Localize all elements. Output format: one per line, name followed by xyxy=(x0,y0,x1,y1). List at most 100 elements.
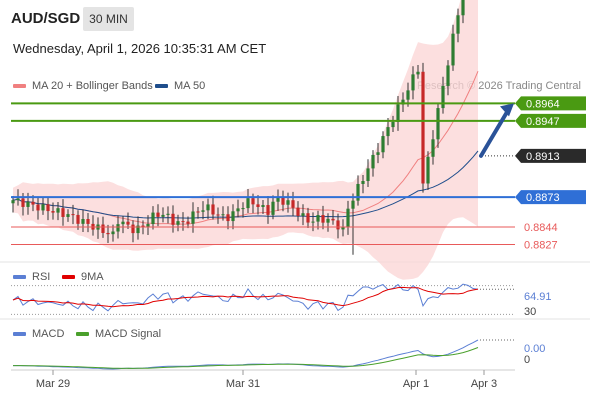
candle xyxy=(246,189,250,214)
candle xyxy=(391,115,395,133)
x-tick-label: Mar 31 xyxy=(226,378,260,390)
level-tag xyxy=(515,96,586,111)
datetime-label: Wednesday, April 1, 2026 10:35:31 AM CET xyxy=(13,41,267,56)
candle xyxy=(126,212,130,230)
x-tick-label: Apr 3 xyxy=(471,378,497,390)
macd-layer xyxy=(12,339,515,370)
x-axis: Mar 29 Mar 31 Apr 1 Apr 3 xyxy=(36,370,497,390)
candle xyxy=(326,213,330,232)
legend-label: RSI xyxy=(32,271,51,283)
candle xyxy=(261,200,265,215)
candle xyxy=(186,216,190,229)
forecast-arrow-shaft xyxy=(479,108,510,158)
level-tag xyxy=(515,113,586,128)
level-lines-layer: 0.8964 0.8947 0.8913 0.8873 0.8844 0.8827 xyxy=(11,96,586,251)
x-tick-label: Mar 29 xyxy=(36,378,70,390)
macd-line xyxy=(12,339,479,370)
candle xyxy=(131,220,135,243)
candle xyxy=(346,200,350,235)
bollinger-band xyxy=(13,0,478,280)
candle xyxy=(356,175,360,206)
candle xyxy=(176,214,180,232)
candle xyxy=(461,0,465,24)
candle xyxy=(321,205,325,230)
bollinger-band-layer xyxy=(13,0,478,280)
candle xyxy=(106,224,110,243)
candle xyxy=(376,142,380,164)
level-support: 0.8844 xyxy=(11,222,558,234)
legend-swatch xyxy=(155,84,168,89)
candle xyxy=(51,202,55,220)
candle xyxy=(421,62,425,193)
candle xyxy=(386,117,390,146)
macd-value-label: 0.00 xyxy=(524,343,545,355)
macd-tick-label: 0 xyxy=(524,354,530,366)
candle xyxy=(311,212,315,232)
candle xyxy=(36,196,40,220)
candle xyxy=(381,131,385,159)
candle xyxy=(201,201,205,220)
candle xyxy=(161,207,165,223)
rsi-tick-label: 30 xyxy=(524,306,536,318)
candle xyxy=(291,191,295,217)
candle xyxy=(61,199,65,226)
candle xyxy=(301,204,305,226)
legend-label: MACD xyxy=(32,328,65,340)
candle xyxy=(81,209,85,233)
legend-swatch xyxy=(62,275,75,280)
legend-ma50: MA 50 xyxy=(155,80,205,92)
legend-rsi: RSI xyxy=(13,271,50,283)
level-tag xyxy=(515,148,586,163)
candle xyxy=(371,150,375,177)
candle xyxy=(11,196,15,213)
candle xyxy=(446,60,450,96)
symbol-title: AUD/SGD xyxy=(11,10,81,27)
candle xyxy=(316,210,320,230)
candle xyxy=(266,196,270,224)
legend-rsi-ma: 9MA xyxy=(62,271,104,283)
candle xyxy=(191,202,195,233)
candle xyxy=(426,151,430,191)
candle xyxy=(271,195,275,220)
candle xyxy=(296,201,300,222)
moving-average-layer xyxy=(12,71,479,225)
level-label: 0.8873 xyxy=(526,192,560,204)
candle xyxy=(171,205,175,233)
legend-label: MA 50 xyxy=(174,80,206,92)
candle xyxy=(361,174,365,194)
candle xyxy=(121,216,125,234)
level-label: 0.8844 xyxy=(524,222,558,234)
candle xyxy=(336,213,340,239)
candle xyxy=(66,209,70,222)
candle xyxy=(281,190,285,212)
rsi-layer xyxy=(11,283,515,315)
level-label: 0.8913 xyxy=(526,151,560,163)
candle xyxy=(366,159,370,188)
rsi-value-label: 64.91 xyxy=(524,291,552,303)
legend-macd: MACD xyxy=(13,328,64,340)
candle xyxy=(86,213,90,233)
x-tick-label: Apr 1 xyxy=(403,378,429,390)
candle xyxy=(286,192,290,213)
candle xyxy=(456,8,460,43)
candle xyxy=(46,196,50,221)
candle xyxy=(156,204,160,227)
forecast-arrow-head xyxy=(500,103,514,117)
level-target: 0.8964 xyxy=(11,96,586,111)
candle xyxy=(211,195,215,220)
candle xyxy=(71,204,75,225)
candle xyxy=(451,24,455,71)
candle xyxy=(146,215,150,235)
level-support: 0.8827 xyxy=(11,239,558,251)
candle xyxy=(441,76,445,114)
legend-label: 9MA xyxy=(81,271,104,283)
level-tag xyxy=(515,190,586,205)
timeframe-button[interactable]: 30 MIN xyxy=(83,7,134,31)
candlestick-layer xyxy=(11,0,465,255)
level-label: 0.8827 xyxy=(524,239,558,251)
level-pivot: 0.8873 xyxy=(11,190,586,205)
candle xyxy=(416,65,420,79)
candle xyxy=(56,202,60,221)
candle xyxy=(166,206,170,224)
